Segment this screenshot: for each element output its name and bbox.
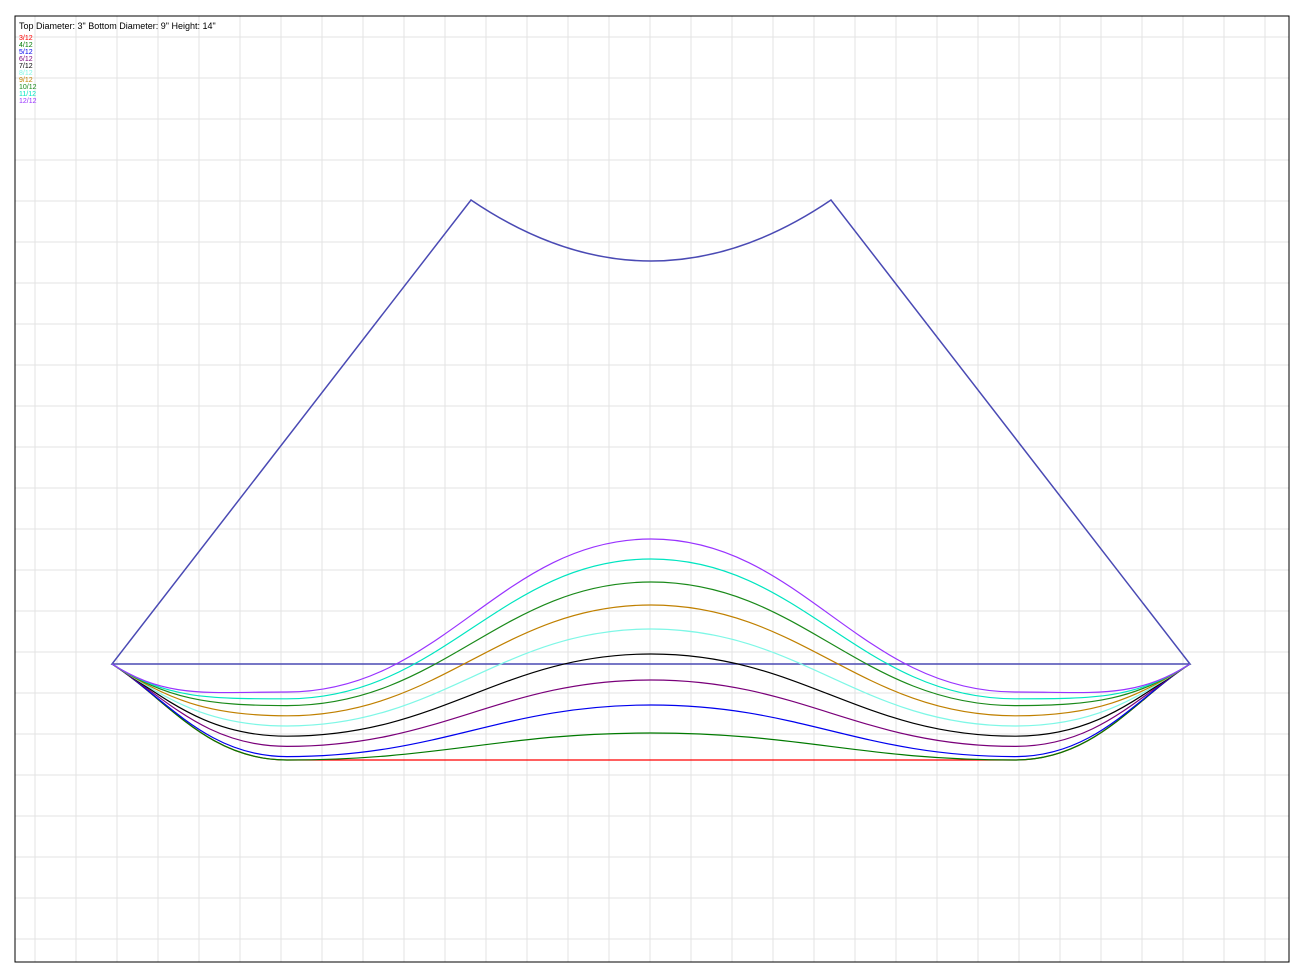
legend-item: 12/12 <box>19 98 37 105</box>
pitch-curve-10-12 <box>111 581 1191 707</box>
legend-item: 10/12 <box>19 84 37 91</box>
pitch-curve-8-12 <box>111 628 1191 727</box>
dimensions-title: Top Diameter: 3" Bottom Diameter: 9" Hei… <box>19 21 216 31</box>
pitch-curves <box>111 538 1191 761</box>
pitch-curve-4-12 <box>111 663 1191 761</box>
pitch-curve-12-12 <box>111 538 1191 694</box>
legend-item: 5/12 <box>19 49 33 56</box>
legend-item: 8/12 <box>19 70 33 77</box>
legend-item: 3/12 <box>19 35 33 42</box>
legend-item: 4/12 <box>19 42 33 49</box>
pitch-curve-11-12 <box>111 558 1191 700</box>
cone-pattern-outline <box>110 198 1192 665</box>
pitch-curve-6-12 <box>111 663 1191 748</box>
pitch-curve-7-12 <box>111 653 1191 737</box>
pitch-legend: 3/12 4/12 5/12 6/12 7/12 8/12 9/12 10/12 11/12 12… <box>19 35 37 105</box>
pitch-curve-9-12 <box>111 604 1191 717</box>
legend-item: 9/12 <box>19 77 33 84</box>
legend-item: 11/12 <box>19 91 36 98</box>
legend-item: 7/12 <box>19 63 33 70</box>
grid-lines <box>15 16 1289 962</box>
legend-item: 6/12 <box>19 56 33 63</box>
pitch-curve-5-12 <box>111 663 1191 758</box>
plot-border <box>14 15 1290 963</box>
